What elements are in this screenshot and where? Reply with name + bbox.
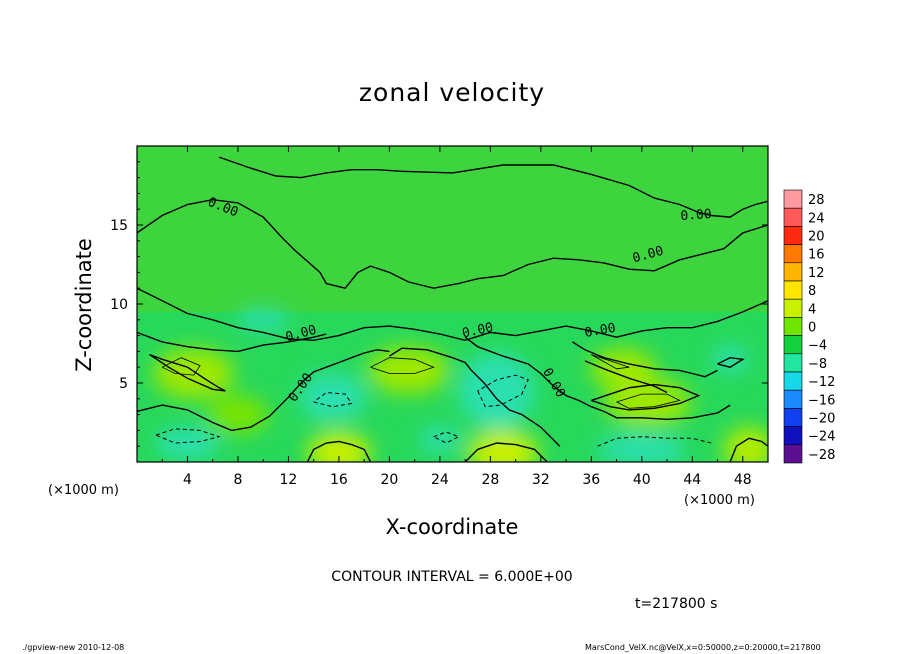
contour-line-inner (162, 357, 201, 376)
y-axis: 5 10 15 (110, 161, 768, 447)
x-tick-label: 12 (280, 472, 298, 488)
colorbar-label: −16 (808, 393, 835, 408)
colorbar-swatch (783, 226, 803, 245)
x-tick-label: 48 (734, 472, 752, 488)
contour-lines (137, 156, 768, 462)
contour-line-inner (370, 357, 435, 374)
colorbar-swatch (783, 244, 803, 264)
colorbar-label: 16 (808, 248, 825, 263)
colorbar-swatch (783, 207, 803, 227)
x-scale-label-right: (×1000 m) (684, 493, 755, 508)
x-tick-label: 32 (532, 472, 550, 488)
x-tick-label: 20 (380, 472, 398, 488)
contour-line (137, 331, 327, 353)
heatmap-field (137, 146, 768, 462)
contour-interval-text: CONTOUR INTERVAL = 6.000E+00 (331, 569, 573, 585)
colorbar-swatch (783, 389, 803, 409)
y-tick-label: 15 (110, 218, 128, 234)
contour-line-dashed (477, 374, 529, 408)
x-tick-label: 16 (330, 472, 348, 488)
x-tick-label: 4 (183, 472, 192, 488)
contour-line-dashed (433, 431, 461, 444)
colorbar-label: 0 (808, 321, 816, 336)
colorbar-label: 20 (808, 230, 825, 245)
x-tick-label: 44 (683, 472, 701, 488)
colorbar-label: 24 (808, 211, 825, 226)
contour-line (306, 440, 372, 462)
contour-line-dashed (313, 391, 353, 408)
contour-label: 0.00 (583, 321, 616, 341)
contour-line (591, 383, 701, 411)
contour-line (464, 442, 548, 462)
contour-line-inner (591, 354, 630, 370)
colorbar-label: −8 (808, 357, 827, 372)
colorbar-label: −20 (808, 412, 835, 427)
time-label: t=217800 s (635, 596, 718, 612)
contour-line (389, 347, 561, 447)
contour-line (572, 341, 718, 378)
contour-line (729, 437, 768, 462)
colorbar-swatch (783, 444, 803, 464)
colorbar-label: 12 (808, 266, 825, 281)
footer-left: ./gpview-new 2010-12-08 (22, 643, 125, 652)
colorbar-swatch (783, 371, 803, 391)
x-tick-label: 40 (633, 472, 651, 488)
colorbar-swatch (783, 426, 803, 446)
contour-line-inner (616, 393, 681, 409)
x-tick-label: 28 (481, 472, 499, 488)
contour-label: 0.00 (680, 207, 712, 224)
colorbar-swatch (783, 280, 803, 300)
x-axis: 4 8 12 16 20 24 28 32 36 40 44 48 (161, 146, 752, 488)
x-tick-label: 24 (431, 472, 449, 488)
contour-line (137, 198, 768, 289)
contour-line (137, 349, 390, 432)
colorbar-label: 8 (808, 284, 816, 299)
colorbar-swatch (783, 262, 803, 282)
chart-title: zonal velocity (358, 78, 546, 107)
contour-line (218, 156, 768, 218)
y-tick-label: 5 (119, 376, 128, 392)
colorbar: 28 24 20 16 12 8 4 0 −4 −8 −12 −16 −20 −24 −28 (783, 189, 835, 464)
colorbar-swatch (783, 353, 803, 373)
colorbar-label: −28 (808, 448, 835, 463)
contour-line (464, 336, 731, 421)
footer-right: MarsCond_VelX.nc@VelX,x=0:50000,z=0:2000… (585, 643, 821, 652)
contour-line-dashed (597, 436, 712, 447)
x-scale-label-left: (×1000 m) (48, 483, 119, 498)
contour-label: 0.00 (461, 320, 495, 341)
x-axis-label: X-coordinate (385, 515, 519, 539)
colorbar-label: −24 (808, 430, 835, 445)
colorbar-swatch (783, 408, 803, 427)
field-blobs (153, 308, 768, 462)
contour-line-dashed (155, 428, 221, 444)
colorbar-label: −4 (808, 339, 827, 354)
colorbar-label: 28 (808, 193, 825, 208)
contour-line (137, 287, 768, 342)
contour-line (584, 360, 668, 394)
y-tick-label: 10 (110, 297, 128, 313)
colorbar-swatch (783, 298, 803, 318)
colorbar-label: 4 (808, 302, 816, 317)
colorbar-swatch (783, 335, 803, 355)
contour-line (149, 353, 226, 392)
x-tick-label: 8 (233, 472, 242, 488)
colorbar-swatch (783, 189, 803, 209)
x-tick-label: 36 (582, 472, 600, 488)
colorbar-swatch (783, 317, 803, 336)
colorbar-label: −12 (808, 375, 835, 390)
contour-line (717, 356, 745, 368)
